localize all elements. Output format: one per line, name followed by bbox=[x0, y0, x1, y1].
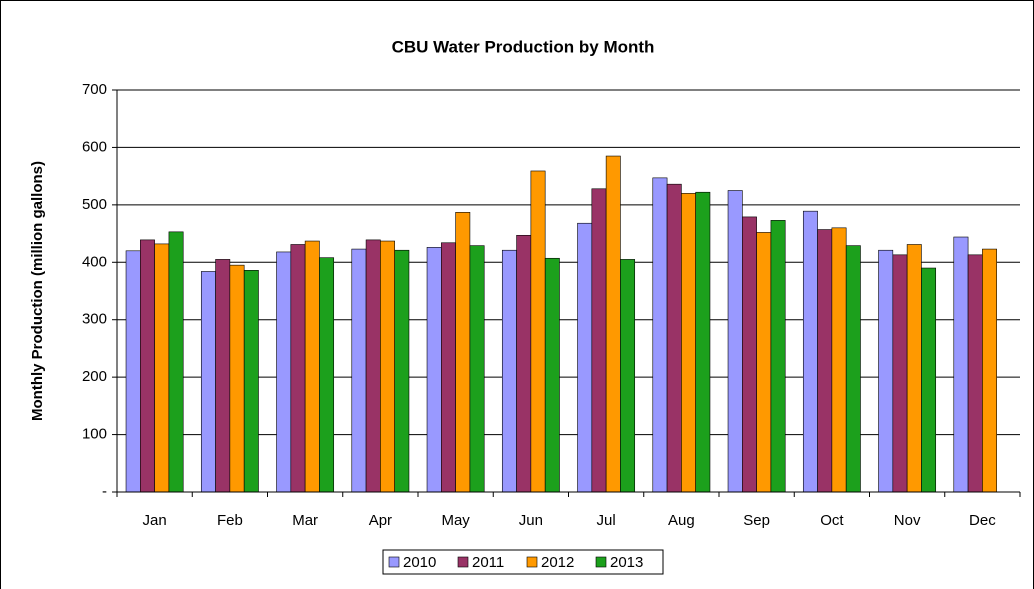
bar bbox=[304, 240, 320, 493]
bar bbox=[319, 257, 335, 493]
bar bbox=[276, 251, 292, 493]
legend-label: 2010 bbox=[403, 554, 436, 571]
x-tick-label: Aug bbox=[668, 512, 695, 529]
y-tick-label: 200 bbox=[82, 368, 107, 385]
x-tick-label: Jul bbox=[597, 512, 616, 529]
bar bbox=[140, 239, 155, 493]
bar bbox=[530, 170, 546, 493]
y-axis-title: Monthly Production (million gallons) bbox=[29, 161, 46, 421]
legend-swatch bbox=[388, 556, 400, 568]
bar bbox=[681, 193, 696, 493]
legend-label: 2012 bbox=[541, 554, 574, 571]
bar bbox=[906, 244, 922, 493]
bar bbox=[802, 210, 818, 493]
x-tick-label: Mar bbox=[292, 512, 318, 529]
bar bbox=[229, 264, 245, 493]
chart-title: CBU Water Production by Month bbox=[392, 37, 655, 56]
bar bbox=[817, 229, 833, 493]
bar bbox=[831, 227, 847, 493]
bar bbox=[154, 243, 170, 493]
bar bbox=[742, 216, 757, 493]
bar bbox=[591, 188, 607, 493]
bar bbox=[577, 222, 593, 493]
bar bbox=[756, 232, 772, 493]
bar bbox=[605, 155, 621, 493]
bar bbox=[544, 257, 560, 493]
y-tick-label: - bbox=[102, 483, 107, 500]
x-tick-label: Oct bbox=[820, 512, 844, 529]
bar bbox=[516, 234, 532, 493]
y-tick-label: 600 bbox=[82, 138, 107, 155]
bar bbox=[168, 231, 184, 493]
bar bbox=[426, 247, 442, 493]
bar bbox=[365, 239, 381, 493]
bar bbox=[845, 245, 861, 493]
legend-box bbox=[382, 549, 664, 575]
bar bbox=[967, 254, 983, 493]
bar bbox=[501, 249, 517, 493]
y-tick-label: 500 bbox=[82, 196, 107, 213]
bar bbox=[455, 212, 471, 493]
bar bbox=[394, 249, 410, 493]
y-tick-label: 100 bbox=[82, 426, 107, 443]
bar bbox=[351, 248, 367, 493]
bar bbox=[125, 250, 141, 493]
legend-swatch bbox=[457, 556, 469, 568]
x-tick-label: Dec bbox=[969, 512, 996, 529]
x-tick-label: May bbox=[441, 512, 470, 529]
legend-label: 2011 bbox=[472, 554, 504, 571]
bar bbox=[215, 259, 231, 493]
legend-swatch bbox=[526, 556, 538, 568]
y-tick-label: 300 bbox=[82, 311, 107, 328]
bar bbox=[469, 245, 485, 493]
bar bbox=[727, 190, 743, 493]
x-tick-label: Apr bbox=[369, 512, 392, 529]
y-tick-label: 700 bbox=[82, 81, 107, 98]
bar bbox=[921, 267, 937, 493]
x-tick-label: Jun bbox=[519, 512, 543, 529]
bar bbox=[666, 183, 682, 493]
x-tick-label: Sep bbox=[743, 512, 770, 529]
legend-label: 2013 bbox=[610, 554, 643, 571]
y-tick-label: 400 bbox=[82, 253, 107, 270]
bar bbox=[441, 242, 456, 493]
legend-swatch bbox=[595, 556, 607, 568]
bar bbox=[243, 270, 259, 493]
bar bbox=[200, 271, 216, 493]
x-tick-label: Feb bbox=[217, 512, 243, 529]
bar bbox=[770, 220, 786, 493]
bar bbox=[953, 236, 969, 493]
bar bbox=[695, 191, 711, 493]
bar bbox=[982, 248, 997, 493]
bar bbox=[892, 254, 908, 493]
bar bbox=[620, 259, 636, 493]
bar bbox=[652, 177, 668, 493]
bar bbox=[878, 249, 894, 493]
x-tick-label: Jan bbox=[143, 512, 167, 529]
bar bbox=[380, 240, 395, 493]
bar bbox=[290, 244, 306, 493]
x-tick-label: Nov bbox=[894, 512, 921, 529]
